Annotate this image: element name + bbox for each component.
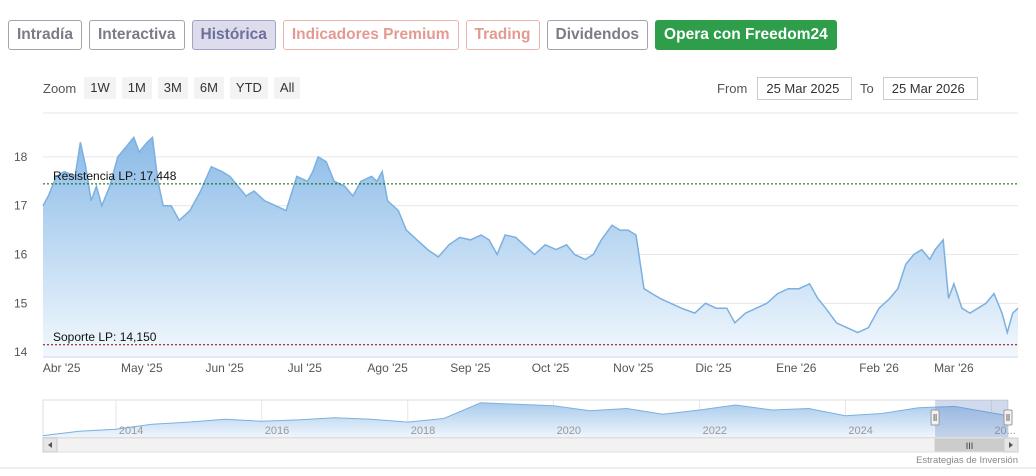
chart-tabs: Intradía Interactiva Histórica Indicador… [8, 20, 837, 50]
tab-intradia[interactable]: Intradía [8, 20, 82, 50]
navigator-area [43, 402, 1008, 437]
x-tick-label: Feb '26 [859, 361, 899, 375]
x-tick-label: Nov '25 [613, 361, 654, 375]
x-tick-label: Sep '25 [450, 361, 491, 375]
x-tick-label: Abr '25 [43, 361, 81, 375]
navigator-year-label: 20... [994, 425, 1015, 437]
zoom-bar: Zoom 1W 1M 3M 6M YTD All [43, 77, 306, 99]
zoom-1m-button[interactable]: 1M [121, 77, 152, 99]
x-tick-label: Mar '26 [934, 361, 974, 375]
navigator-year-label: 2022 [703, 425, 727, 437]
from-date-input[interactable]: 25 Mar 2025 [757, 77, 853, 100]
price-area [43, 137, 1018, 357]
x-tick-label: Ene '26 [776, 361, 817, 375]
range-from: From 25 Mar 2025 [717, 77, 853, 100]
scrollbar-grip: III [966, 441, 974, 451]
tab-indicadores-premium[interactable]: Indicadores Premium [282, 20, 459, 50]
x-tick-label: Jul '25 [288, 361, 323, 375]
y-tick-label: 17 [14, 199, 28, 213]
tab-dividendos[interactable]: Dividendos [546, 20, 649, 50]
zoom-3m-button[interactable]: 3M [157, 77, 188, 99]
navigator-year-label: 2016 [265, 425, 289, 437]
tab-trading[interactable]: Trading [465, 20, 540, 50]
tab-historica[interactable]: Histórica [191, 20, 276, 50]
to-date-input[interactable]: 25 Mar 2026 [882, 77, 978, 100]
zoom-label: Zoom [43, 80, 77, 96]
navigator-year-label: 2020 [557, 425, 581, 437]
resistance-label: Resistencia LP: 17,448 [53, 169, 177, 183]
x-tick-label: May '25 [121, 361, 163, 375]
freedom24-button[interactable]: Opera con Freedom24 [655, 20, 837, 50]
navigator-line [42, 402, 1009, 437]
navigator-right-handle[interactable] [1003, 409, 1013, 426]
axis-layer: 14 15 16 17 18 Abr '25 May '25 Jun '25 Jul '25 Ag… [14, 150, 974, 375]
x-tick-label: Ago '25 [367, 361, 408, 375]
tab-interactiva[interactable]: Interactiva [88, 20, 185, 50]
navigator-selection [935, 400, 1008, 437]
zoom-1w-button[interactable]: 1W [84, 77, 116, 99]
price-line [42, 135, 1019, 336]
zoom-all-button[interactable]: All [273, 77, 301, 99]
from-label: From [717, 81, 748, 96]
y-tick-label: 16 [14, 248, 28, 262]
x-tick-label: Dic '25 [695, 361, 732, 375]
scrollbar-track [42, 437, 1019, 453]
x-tick-label: Oct '25 [532, 361, 570, 375]
navigator[interactable]: 2014 2016 2018 2020 2022 2024 20... III [0, 399, 1036, 469]
y-tick-label: 18 [14, 150, 28, 164]
zoom-ytd-button[interactable]: YTD [229, 77, 268, 99]
navigator-year-label: 2024 [848, 425, 872, 437]
support-label: Soporte LP: 14,150 [53, 330, 157, 344]
x-tick-label: Jun '25 [205, 361, 244, 375]
scroll-left-arrow-icon [48, 442, 52, 448]
zoom-6m-button[interactable]: 6M [193, 77, 224, 99]
navigator-year-label: 2014 [119, 425, 143, 437]
y-tick-label: 14 [14, 345, 28, 359]
scroll-right-arrow-icon [1009, 442, 1013, 448]
area-layer [42, 135, 1019, 358]
to-label: To [860, 81, 874, 96]
y-tick-label: 15 [14, 296, 28, 310]
credit-text: Estrategias de Inversión [916, 455, 1018, 466]
reference-lines: Resistencia LP: 17,448 Soporte LP: 14,150 [43, 169, 1018, 346]
navigator-year-label: 2018 [411, 425, 435, 437]
range-to: To 25 Mar 2026 [860, 77, 978, 100]
navigator-left-handle[interactable] [930, 409, 940, 426]
